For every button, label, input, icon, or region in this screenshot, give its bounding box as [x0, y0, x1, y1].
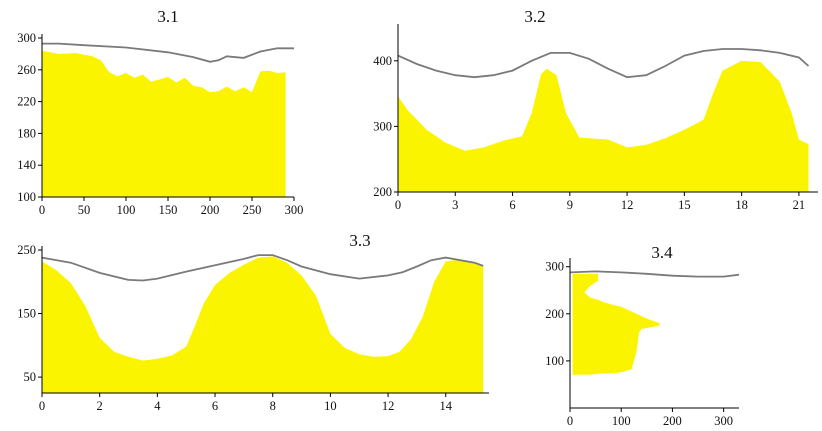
x-tick-label: 300 [285, 203, 304, 217]
x-tick-label: 4 [154, 399, 161, 413]
x-tick-label: 12 [621, 198, 634, 212]
x-tick-label: 21 [793, 198, 806, 212]
x-tick-label: 9 [567, 198, 573, 212]
y-tick-label: 100 [17, 190, 36, 204]
y-tick-label: 250 [17, 243, 36, 257]
x-tick-label: 6 [212, 399, 218, 413]
y-tick-label: 150 [17, 307, 36, 321]
x-tick-label: 12 [382, 399, 395, 413]
y-tick-label: 260 [17, 63, 36, 77]
chart-3: 3.3 0 2 4 6 8 10 12 14 50 150 250 [17, 231, 489, 413]
chart-title: 3.1 [157, 7, 178, 26]
surface-line [569, 270, 740, 278]
y-tick-label: 300 [373, 119, 392, 133]
y-tick-label: 200 [545, 307, 564, 321]
y-tick-label: 300 [17, 31, 36, 45]
chart-1: 3.1 0 50 100 150 200 250 300 100 140 180 220 260 300 [17, 7, 303, 217]
surface-line [397, 48, 810, 79]
chart-title: 3.3 [349, 231, 370, 250]
yellow-fill-area [42, 256, 484, 393]
x-tick-label: 6 [509, 198, 515, 212]
chart-2: 3.2 0 3 6 9 12 15 18 21 200 300 400 [373, 7, 818, 212]
y-tick-label: 100 [545, 354, 564, 368]
x-tick-label: 100 [612, 414, 631, 428]
y-tick-label: 50 [24, 370, 37, 384]
surface-line [41, 254, 484, 282]
x-tick-label: 300 [714, 414, 733, 428]
x-tick-label: 18 [735, 198, 748, 212]
y-tick-label: 220 [17, 95, 36, 109]
chart-4: 3.4 0 100 200 300 100 200 300 [545, 243, 740, 428]
x-tick-label: 0 [567, 414, 573, 428]
y-tick-label: 400 [373, 54, 392, 68]
x-tick-label: 150 [159, 203, 178, 217]
y-tick-label: 180 [17, 126, 36, 140]
x-tick-label: 0 [39, 203, 45, 217]
y-tick-label: 300 [545, 260, 564, 274]
x-tick-label: 250 [243, 203, 262, 217]
y-tick-label: 200 [373, 185, 392, 199]
chart-title: 3.2 [524, 7, 545, 26]
x-tick-label: 3 [452, 198, 458, 212]
x-tick-label: 15 [678, 198, 691, 212]
x-tick-label: 2 [97, 399, 103, 413]
x-tick-label: 100 [117, 203, 136, 217]
y-tick-label: 140 [17, 158, 36, 172]
x-tick-label: 50 [78, 203, 91, 217]
surface-line [42, 42, 294, 63]
yellow-fill-area [572, 273, 660, 408]
x-tick-label: 0 [395, 198, 401, 212]
x-tick-label: 14 [439, 399, 452, 413]
x-tick-label: 0 [39, 399, 45, 413]
chart-title: 3.4 [651, 243, 673, 262]
x-tick-label: 200 [201, 203, 220, 217]
x-tick-label: 200 [663, 414, 682, 428]
yellow-fill-area [42, 50, 286, 198]
x-tick-label: 8 [270, 399, 276, 413]
x-tick-label: 10 [324, 399, 337, 413]
yellow-fill-area [398, 60, 809, 192]
